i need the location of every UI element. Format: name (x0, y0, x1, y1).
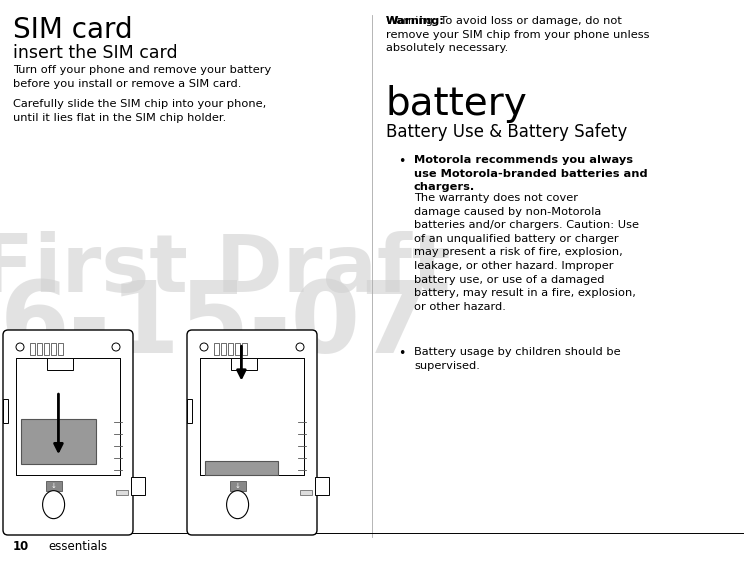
Text: Warning:: Warning: (386, 16, 445, 26)
Bar (300, 490, 312, 495)
Text: Battery usage by children should be
supervised.: Battery usage by children should be supe… (414, 347, 620, 371)
Bar (205, 462, 278, 475)
Text: The warranty does not cover
damage caused by non-Motorola
batteries and/or charg: The warranty does not cover damage cause… (414, 193, 639, 312)
Text: Turn off your phone and remove your battery
before you install or remove a SIM c: Turn off your phone and remove your batt… (13, 65, 271, 89)
Bar (214, 343, 219, 355)
Ellipse shape (43, 490, 65, 519)
Text: battery: battery (386, 85, 528, 123)
Ellipse shape (227, 490, 248, 519)
Text: ↓: ↓ (235, 483, 240, 489)
Bar (228, 343, 233, 355)
Polygon shape (200, 358, 304, 475)
Bar (242, 343, 247, 355)
Text: ↓: ↓ (50, 483, 56, 489)
Bar (221, 343, 226, 355)
Bar (200, 358, 304, 475)
Text: 6-15-07: 6-15-07 (0, 276, 431, 373)
Circle shape (16, 343, 24, 351)
FancyBboxPatch shape (187, 330, 317, 535)
Bar (37, 343, 42, 355)
Bar (30, 343, 35, 355)
Text: SIM card: SIM card (13, 16, 133, 44)
Text: insert the SIM card: insert the SIM card (13, 44, 178, 62)
Text: First Draft: First Draft (0, 231, 451, 309)
Bar (16, 358, 120, 475)
Bar (58, 343, 63, 355)
Bar (46, 481, 62, 490)
Bar (21, 419, 96, 464)
Bar (44, 343, 49, 355)
Text: Carefully slide the SIM chip into your phone,
until it lies flat in the SIM chip: Carefully slide the SIM chip into your p… (13, 99, 267, 123)
Text: 10: 10 (13, 541, 29, 554)
Text: Battery Use & Battery Safety: Battery Use & Battery Safety (386, 123, 627, 141)
Bar (3, 399, 8, 423)
Polygon shape (16, 358, 120, 475)
Bar (187, 399, 192, 423)
Bar (131, 477, 145, 495)
Bar (230, 481, 245, 490)
Circle shape (296, 343, 304, 351)
Bar (116, 490, 128, 495)
Circle shape (112, 343, 120, 351)
Text: Motorola recommends you always
use Motorola-branded batteries and
chargers.: Motorola recommends you always use Motor… (414, 155, 648, 192)
Bar (315, 477, 329, 495)
Text: •: • (398, 347, 405, 360)
Text: Warning: To avoid loss or damage, do not
remove your SIM chip from your phone un: Warning: To avoid loss or damage, do not… (386, 16, 650, 53)
Bar (235, 343, 240, 355)
Text: essentials: essentials (48, 541, 107, 554)
Bar (51, 343, 56, 355)
Text: •: • (398, 155, 405, 168)
FancyBboxPatch shape (3, 330, 133, 535)
Circle shape (200, 343, 208, 351)
